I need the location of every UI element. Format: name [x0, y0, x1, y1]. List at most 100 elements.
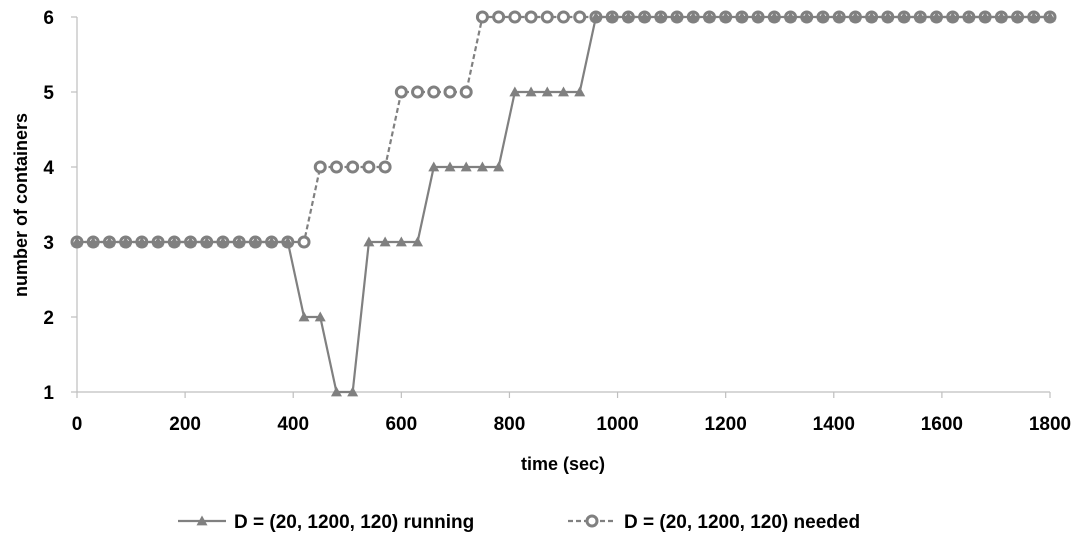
y-tick-label: 6: [43, 8, 54, 29]
data-point: [995, 11, 1007, 22]
y-tick-label: 2: [43, 308, 54, 329]
data-point: [703, 11, 715, 22]
data-point: [459, 85, 473, 99]
data-point: [313, 160, 327, 174]
data-point: [136, 236, 148, 247]
axes: 0 200 400 600 800 1000 1200 1400 1600 1800 1 2 3 4 5 6: [43, 8, 1071, 435]
data-point: [347, 386, 359, 397]
data-point: [282, 236, 294, 247]
data-point: [525, 86, 537, 97]
data-point: [492, 10, 506, 24]
data-point: [314, 311, 326, 322]
legend: D = (20, 1200, 120) running D = (20, 1200…: [178, 512, 860, 533]
data-point: [394, 85, 408, 99]
data-point: [801, 11, 813, 22]
data-point: [475, 10, 489, 24]
data-point: [558, 86, 569, 97]
x-tick-label: 0: [72, 414, 83, 435]
data-point: [476, 161, 488, 172]
data-point: [443, 85, 457, 99]
data-point: [752, 11, 764, 22]
series-layer: [70, 10, 1057, 397]
data-point: [736, 11, 748, 22]
data-point: [963, 11, 975, 22]
data-point: [378, 160, 392, 174]
data-point: [671, 11, 683, 22]
data-point: [914, 11, 926, 22]
data-point: [266, 236, 278, 247]
data-point: [87, 236, 99, 247]
series-line: [77, 15, 1050, 394]
legend-item-2: D = (20, 1200, 120) needed: [568, 512, 860, 533]
data-point: [1012, 11, 1024, 22]
x-tick-label: 400: [277, 414, 309, 435]
data-point: [411, 85, 425, 99]
y-tick-label: 1: [43, 383, 54, 404]
data-point: [606, 11, 618, 22]
data-point: [639, 11, 651, 22]
data-point: [898, 11, 910, 22]
data-point: [168, 236, 180, 247]
legend-label: D = (20, 1200, 120) needed: [624, 512, 860, 533]
data-point: [71, 236, 83, 247]
series-1: [71, 11, 1056, 397]
data-point: [1028, 11, 1040, 22]
y-tick-label: 4: [43, 158, 54, 179]
data-point: [541, 86, 553, 97]
data-point: [768, 11, 780, 22]
x-tick-label: 1600: [921, 414, 963, 435]
data-point: [574, 86, 586, 97]
data-point: [655, 11, 667, 22]
data-point: [444, 161, 456, 172]
legend-label: D = (20, 1200, 120) running: [234, 512, 474, 533]
data-point: [509, 86, 521, 97]
data-point: [687, 11, 699, 22]
data-point: [379, 236, 391, 247]
y-tick-label: 5: [43, 83, 54, 104]
data-point: [395, 236, 407, 247]
data-point: [427, 85, 441, 99]
data-point: [362, 160, 376, 174]
data-point: [720, 11, 732, 22]
data-point: [833, 11, 845, 22]
data-point: [817, 11, 829, 22]
data-point: [460, 161, 472, 172]
data-point: [249, 236, 261, 247]
data-point: [979, 11, 991, 22]
data-point: [217, 236, 229, 247]
data-point: [330, 386, 342, 397]
data-point: [930, 11, 942, 22]
data-point: [346, 160, 360, 174]
data-point: [185, 236, 197, 247]
data-point: [103, 236, 115, 247]
data-point: [412, 236, 424, 247]
data-point: [428, 161, 440, 172]
data-point: [540, 10, 554, 24]
x-tick-label: 200: [169, 414, 201, 435]
data-point: [947, 11, 959, 22]
data-point: [882, 11, 894, 22]
x-tick-label: 1800: [1029, 414, 1071, 435]
x-tick-label: 800: [494, 414, 526, 435]
data-point: [201, 236, 213, 247]
data-point: [120, 236, 132, 247]
series-line: [77, 15, 1050, 244]
x-axis-title: time (sec): [521, 454, 605, 474]
data-point: [785, 11, 797, 22]
data-point: [233, 236, 245, 247]
data-point: [557, 10, 570, 24]
data-point: [1044, 11, 1056, 22]
y-axis-title: number of containers: [11, 113, 31, 297]
series-2: [70, 10, 1057, 249]
y-tick-label: 3: [43, 233, 54, 254]
x-tick-label: 1000: [596, 414, 638, 435]
data-point: [297, 235, 311, 249]
data-point: [508, 10, 522, 24]
legend-marker: [585, 514, 599, 528]
x-tick-label: 1200: [705, 414, 747, 435]
data-point: [622, 11, 634, 22]
legend-item-1: D = (20, 1200, 120) running: [178, 512, 474, 533]
data-point: [573, 10, 587, 24]
x-tick-label: 600: [385, 414, 417, 435]
